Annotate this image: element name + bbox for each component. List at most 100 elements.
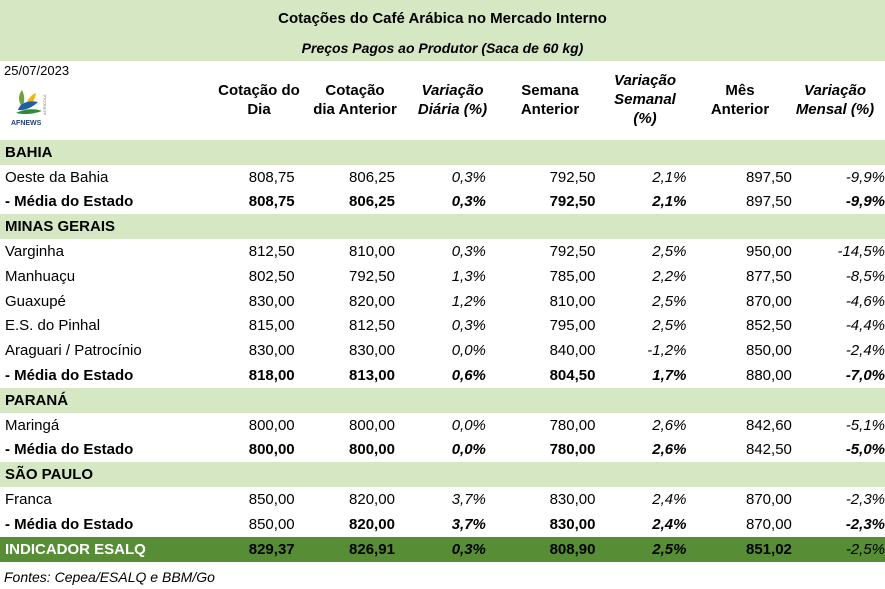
cell-cotacao-anterior: 810,00 (349, 243, 395, 261)
cell-mes-anterior: 851,02 (686, 536, 792, 562)
cell-cotacao-anterior: 800,00 (349, 416, 395, 434)
cell-variacao-mensal: -5,0% (845, 441, 885, 459)
city-row-name: Maringá (5, 416, 60, 434)
state-average-row: - Média do Estado 818,00 813,00 0,6% 804,50 1… (0, 363, 885, 388)
cell-variacao-diaria: 0,0% (451, 342, 486, 360)
cell-variacao-diaria: 0,6% (451, 367, 486, 385)
state-average-row-name: - Média do Estado (5, 193, 134, 211)
section-title: MINAS GERAIS (0, 214, 885, 240)
cell-cotacao-anterior: 806,25 (349, 193, 395, 211)
city-row-name: Manhuaçu (5, 267, 76, 285)
cell-mes-anterior: 950,00 (746, 243, 792, 261)
cell-variacao-mensal: -2,5% (791, 536, 885, 562)
cell-mes-anterior: 870,00 (746, 292, 792, 310)
cell-variacao-mensal: -9,9% (845, 168, 885, 186)
cell-semana-anterior: 804,50 (549, 367, 596, 385)
cell-cotacao-anterior: 820,00 (349, 515, 395, 533)
cell-cotacao-anterior: 806,25 (349, 168, 395, 186)
cell-variacao-mensal: -2,4% (845, 342, 885, 360)
cell-semana-anterior: 780,00 (549, 416, 596, 434)
cell-mes-anterior: 880,00 (746, 367, 792, 385)
cell-variacao-mensal: -5,1% (845, 416, 885, 434)
section-row: BAHIA (0, 140, 885, 165)
cell-variacao-diaria: 0,0% (451, 441, 486, 459)
state-average-row: - Média do Estado 850,00 820,00 3,7% 830,00 2… (0, 512, 885, 537)
section-row: SÃO PAULO (0, 462, 885, 488)
cell-variacao-diaria: 0,3% (451, 243, 486, 261)
city-row-name: Varginha (5, 243, 64, 261)
cell-cotacao-dia: 815,00 (248, 317, 295, 335)
report-date: 25/07/2023 (4, 63, 70, 78)
header-variacao-diaria: Variação Diária (%) (417, 82, 488, 118)
header-semana-anterior: Semana Anterior (520, 82, 580, 118)
indicator-row: INDICADOR ESALQ 829,37 826,91 0,3% 808,90 2,5… (0, 536, 885, 562)
cell-semana-anterior: 840,00 (549, 342, 596, 360)
cell-cotacao-dia: 812,50 (248, 243, 295, 261)
cell-cotacao-dia: 850,00 (248, 515, 295, 533)
cell-variacao-semanal: -1,2% (647, 342, 687, 360)
cell-mes-anterior: 897,50 (746, 168, 792, 186)
cell-variacao-diaria: 3,7% (451, 491, 486, 509)
header-mes-anterior: Mês Anterior (710, 82, 770, 118)
cell-semana-anterior: 830,00 (549, 491, 596, 509)
cell-variacao-mensal: -8,5% (845, 267, 885, 285)
cell-variacao-semanal: 2,5% (652, 317, 687, 335)
cell-mes-anterior: 870,00 (746, 491, 792, 509)
cell-cotacao-dia: 800,00 (248, 416, 295, 434)
cell-variacao-mensal: -7,0% (845, 367, 885, 385)
cell-variacao-semanal: 2,2% (652, 267, 687, 285)
cell-mes-anterior: 852,50 (746, 317, 792, 335)
cell-cotacao-dia: 829,37 (217, 536, 295, 562)
city-row-name: Guaxupé (5, 292, 66, 310)
cell-semana-anterior: 830,00 (549, 515, 596, 533)
cell-mes-anterior: 850,00 (746, 342, 792, 360)
title-band (0, 0, 885, 61)
cell-variacao-diaria: 0,3% (451, 168, 486, 186)
city-row-name: Oeste da Bahia (5, 168, 109, 186)
cell-variacao-diaria: 0,3% (451, 317, 486, 335)
cell-variacao-semanal: 2,4% (652, 515, 687, 533)
cell-variacao-semanal: 2,6% (652, 416, 687, 434)
section-row: MINAS GERAIS (0, 214, 885, 240)
city-row-name: Araguari / Patrocínio (5, 342, 142, 360)
logo-text: AFNEWS (11, 120, 42, 127)
cell-cotacao-anterior: 826,91 (294, 536, 395, 562)
sheet-subtitle: Preços Pagos ao Produtor (Saca de 60 kg) (301, 40, 584, 56)
state-average-row-name: - Média do Estado (5, 515, 134, 533)
sources-footer: Fontes: Cepea/ESALQ e BBM/Go (4, 569, 215, 585)
city-row: Manhuaçu 802,50 792,50 1,3% 785,00 2,2% 877,50… (0, 264, 885, 289)
cell-cotacao-dia: 808,75 (248, 168, 295, 186)
cell-variacao-mensal: -2,3% (845, 515, 885, 533)
cell-cotacao-dia: 830,00 (248, 342, 295, 360)
header-variacao-mensal: Variação Mensal (%) (795, 82, 875, 118)
cell-cotacao-anterior: 812,50 (349, 317, 395, 335)
cell-semana-anterior: 780,00 (549, 441, 596, 459)
city-row: E.S. do Pinhal 815,00 812,50 0,3% 795,00 2,5%… (0, 314, 885, 339)
city-row: Maringá 800,00 800,00 0,0% 780,00 2,6% 842,60 -… (0, 413, 885, 438)
cell-semana-anterior: 810,00 (549, 292, 596, 310)
cell-variacao-semanal: 2,5% (595, 536, 687, 562)
header-cotacao-dia: Cotação do Dia (218, 82, 300, 118)
cell-variacao-semanal: 1,7% (652, 367, 687, 385)
cell-semana-anterior: 795,00 (549, 317, 596, 335)
cell-variacao-mensal: -14,5% (837, 243, 885, 261)
header-variacao-semanal: Variação Semanal (%) (614, 72, 676, 127)
sheet-title: Cotações do Café Arábica no Mercado Inte… (278, 10, 607, 27)
price-table: BAHIA Oeste da Bahia 808,75 806,25 0,3% 792,5… (0, 140, 885, 562)
city-row: Araguari / Patrocínio 830,00 830,00 0,0% 840… (0, 338, 885, 363)
cell-variacao-diaria: 3,7% (451, 515, 486, 533)
cell-variacao-mensal: -9,9% (845, 193, 885, 211)
cell-cotacao-anterior: 813,00 (349, 367, 395, 385)
city-row: Guaxupé 830,00 820,00 1,2% 810,00 2,5% 870,00 -… (0, 289, 885, 314)
state-average-row-name: - Média do Estado (5, 367, 134, 385)
cell-variacao-diaria: 0,0% (451, 416, 486, 434)
city-row-name: E.S. do Pinhal (5, 317, 101, 335)
cell-variacao-semanal: 2,6% (652, 441, 687, 459)
cell-semana-anterior: 792,50 (549, 168, 596, 186)
cell-variacao-semanal: 2,1% (652, 168, 687, 186)
city-row-name: Franca (5, 491, 52, 509)
cell-cotacao-dia: 830,00 (248, 292, 295, 310)
state-average-row: - Média do Estado 808,75 806,25 0,3% 792,50 2… (0, 190, 885, 215)
cell-variacao-mensal: -4,6% (845, 292, 885, 310)
